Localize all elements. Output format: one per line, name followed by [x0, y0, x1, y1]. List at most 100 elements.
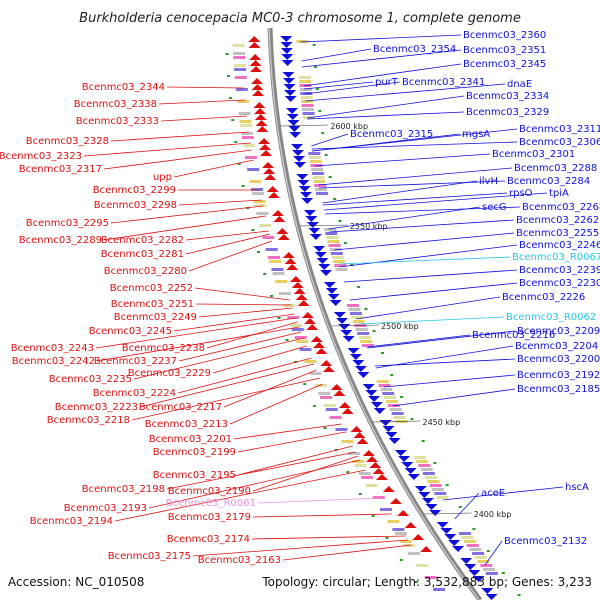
cog-block: [272, 272, 285, 275]
reverse-label-connector: [139, 363, 315, 408]
reverse-gene-arrow: [304, 318, 317, 324]
cog-block: [298, 76, 311, 79]
cog-block: [311, 172, 324, 175]
gc-marker: [385, 537, 389, 539]
forward-gene-arrow: [316, 258, 329, 264]
reverse-gene-label: upp: [153, 172, 172, 183]
reverse-gene-arrow: [375, 474, 388, 480]
forward-label-connector: [329, 219, 515, 233]
cog-block: [247, 168, 260, 171]
forward-gene-arrow: [464, 564, 477, 570]
reverse-gene-arrow: [330, 384, 343, 390]
cog-block: [376, 380, 389, 383]
reverse-gene-label: Bcenmc03_2237: [94, 356, 177, 367]
forward-gene-arrow: [325, 288, 338, 294]
forward-gene-label: Bcenmc03_2200: [517, 354, 600, 365]
reverse-label-connector: [252, 455, 359, 492]
reverse-label-connector: [166, 451, 356, 490]
cog-block: [393, 416, 406, 419]
reverse-gene-arrow: [264, 174, 277, 180]
reverse-gene-arrow: [297, 300, 310, 306]
forward-gene-arrow: [318, 264, 331, 270]
reverse-gene-label: Bcenmc03_2317: [19, 164, 102, 175]
forward-label-connector: [303, 63, 462, 87]
cog-block: [275, 280, 288, 283]
forward-label-connector: [383, 374, 516, 388]
reverse-label-connector: [131, 377, 321, 421]
reverse-gene-arrow: [248, 42, 261, 48]
reverse-label-connector: [257, 497, 382, 504]
accession-text: Accession: NC_010508: [8, 575, 144, 589]
forward-label-connector: [323, 192, 548, 211]
forward-gene-arrow: [288, 126, 301, 132]
forward-gene-label: rpsO: [509, 188, 533, 199]
cog-block: [394, 532, 407, 535]
cog-block: [262, 236, 275, 239]
reverse-label-connector: [282, 544, 412, 561]
reverse-gene-label: Bcenmc03_2344: [82, 82, 165, 93]
reverse-label-connector: [185, 233, 270, 255]
reverse-gene-arrow: [259, 144, 272, 150]
cog-block: [348, 308, 361, 311]
reverse-label-connector: [173, 159, 254, 178]
reverse-label-connector: [173, 313, 295, 332]
cog-block: [271, 268, 284, 271]
forward-gene-arrow: [407, 474, 420, 480]
forward-label-connector: [334, 232, 515, 251]
reverse-gene-label: Bcenmc03_2328: [26, 136, 109, 147]
tick-line: [299, 224, 348, 227]
reverse-gene-arrow: [282, 252, 295, 258]
forward-gene-arrow: [365, 390, 378, 396]
cog-block: [427, 480, 440, 483]
cog-block: [472, 552, 485, 555]
reverse-label-connector: [160, 115, 248, 122]
reverse-gene-label: Bcenmc03_2223: [55, 402, 138, 413]
reverse-label-connector: [251, 535, 406, 540]
reverse-gene-arrow: [291, 282, 304, 288]
forward-gene-arrow: [444, 534, 457, 540]
reverse-gene-arrow: [276, 228, 289, 234]
reverse-label-connector: [178, 331, 302, 362]
cog-block: [294, 336, 307, 339]
forward-gene-arrow: [368, 396, 381, 402]
gc-marker: [346, 471, 350, 473]
gc-marker: [486, 550, 490, 552]
cog-block: [314, 184, 327, 187]
forward-gene-arrow: [421, 498, 434, 504]
forward-gene-arrow: [436, 522, 449, 528]
cog-block: [326, 236, 339, 239]
reverse-gene-arrow: [350, 426, 363, 432]
gc-marker: [414, 581, 418, 583]
cog-block: [327, 240, 340, 243]
forward-gene-arrow: [284, 96, 297, 102]
reverse-gene-arrow: [369, 462, 382, 468]
cog-block: [384, 396, 397, 399]
forward-gene-arrow: [448, 540, 461, 546]
map-title: Burkholderia cenocepacia MC0-3 chromosom…: [79, 11, 521, 26]
cog-block: [424, 576, 437, 579]
reverse-gene-arrow: [249, 60, 262, 66]
gc-marker: [433, 462, 437, 464]
cog-block: [256, 212, 269, 215]
reverse-gene-label: Bcenmc03_2280: [104, 266, 187, 277]
forward-gene-arrow: [327, 294, 340, 300]
cog-block: [323, 404, 336, 407]
reverse-label-connector: [198, 307, 293, 318]
forward-gene-label: Bcenmc03_2354: [373, 44, 456, 55]
cog-block: [422, 472, 435, 475]
forward-gene-arrow: [349, 354, 362, 360]
reverse-gene-arrow: [254, 114, 267, 120]
cog-block: [265, 248, 278, 251]
cog-block: [279, 292, 292, 295]
reverse-label-connector: [148, 459, 361, 509]
kbp-tick-label: 2550 kbp: [350, 222, 388, 231]
forward-gene-arrow: [282, 78, 295, 84]
kbp-tick-label: 2400 kbp: [474, 510, 512, 519]
gc-marker: [277, 317, 281, 319]
reverse-label-connector: [229, 383, 323, 425]
feature-track: [225, 36, 521, 600]
reverse-gene-label: Bcenmc03_2163: [198, 555, 281, 566]
forward-gene-label: hscA: [565, 482, 589, 493]
gc-marker: [312, 44, 316, 46]
forward-gene-arrow: [301, 198, 314, 204]
